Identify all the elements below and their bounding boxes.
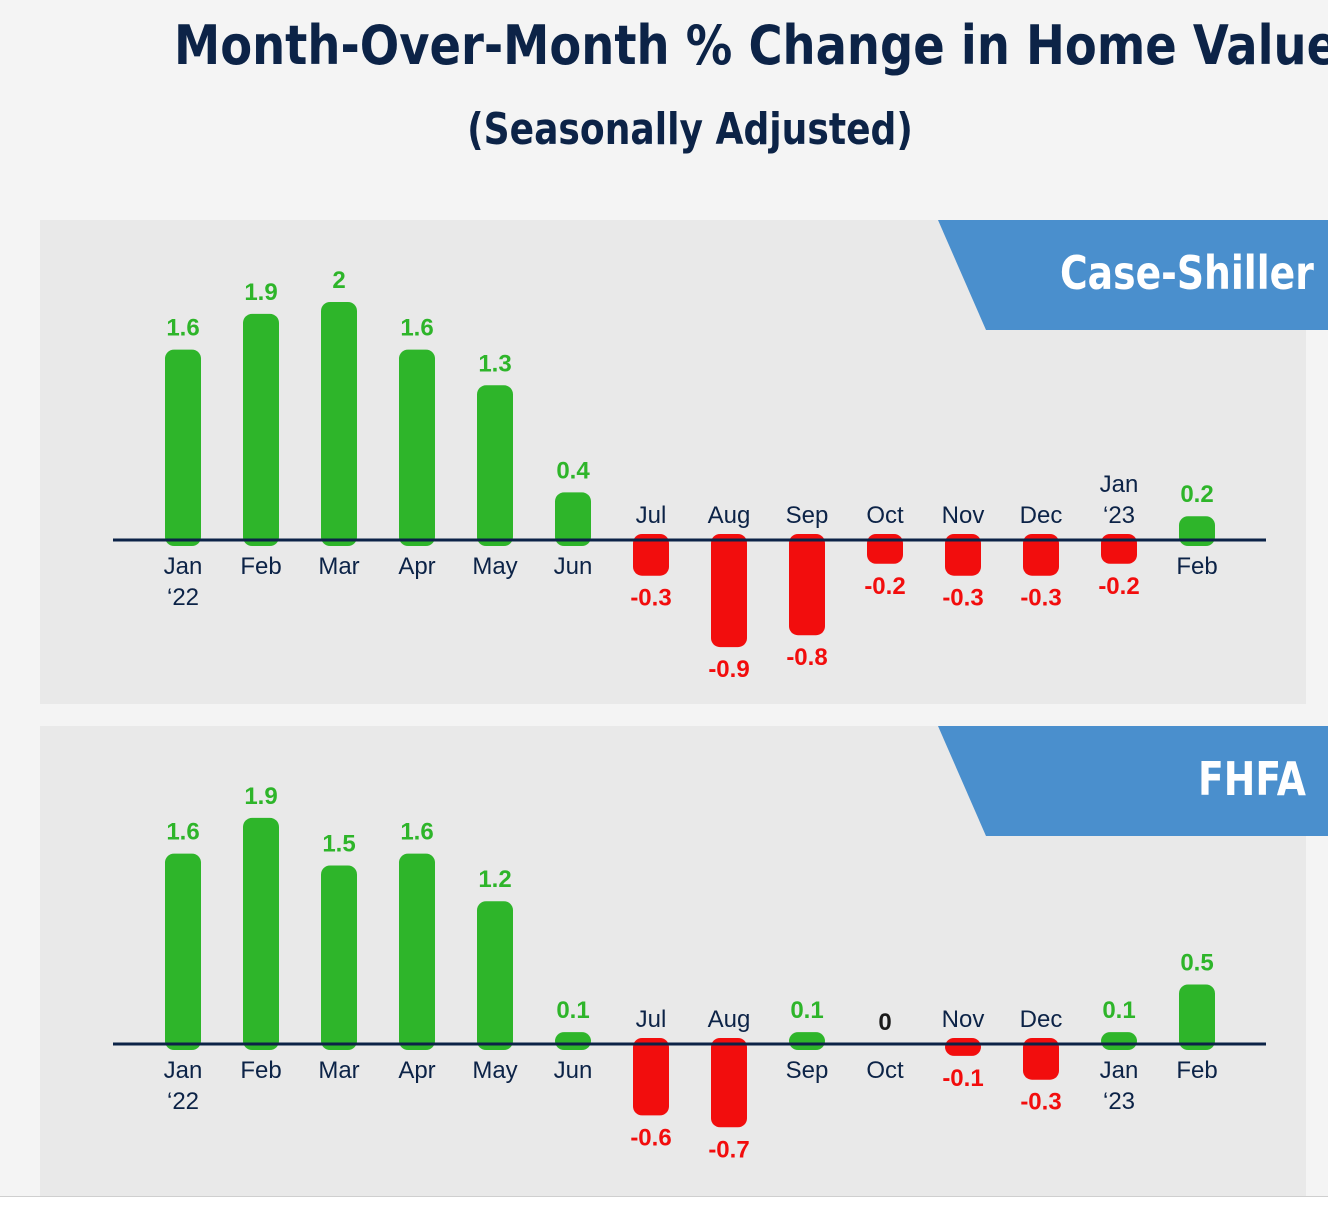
case-shiller-category-label-11: Dec xyxy=(1020,502,1063,529)
fhfa-bar-3 xyxy=(399,853,435,1050)
case-shiller-panel: 1.6 Jan ‘22 1.9 Feb 2 Mar 1.6 Apr 1.3 May 0.4 Jun -0.… xyxy=(40,220,1328,704)
fhfa-value-label-11: -0.3 xyxy=(1020,1089,1061,1116)
fhfa-value-label-10: -0.1 xyxy=(942,1065,983,1092)
fhfa-category-label-10: Nov xyxy=(942,1006,985,1033)
fhfa-value-label-1: 1.9 xyxy=(244,783,277,810)
case-shiller-category-label-2: Mar xyxy=(318,553,359,580)
case-shiller-value-label-5: 0.4 xyxy=(556,457,590,484)
case-shiller-value-label-11: -0.3 xyxy=(1020,585,1061,612)
fhfa-panel: 1.6 Jan ‘22 1.9 Feb 1.5 Mar 1.6 Apr 1.2 May 0.1 Jun -… xyxy=(40,726,1328,1196)
fhfa-value-label-7: -0.7 xyxy=(708,1136,749,1163)
fhfa-category-label-11: Dec xyxy=(1020,1006,1063,1033)
fhfa-category-label-6: Jul xyxy=(636,1006,667,1033)
fhfa-value-label-0: 1.6 xyxy=(166,819,199,846)
fhfa-category-label-1: Feb xyxy=(240,1057,281,1084)
case-shiller-bar-1 xyxy=(243,313,279,546)
case-shiller-value-label-6: -0.3 xyxy=(630,585,671,612)
case-shiller-value-label-12: -0.2 xyxy=(1098,573,1139,600)
fhfa-bar-10 xyxy=(945,1038,981,1056)
fhfa-category-label-4: May xyxy=(472,1057,517,1084)
fhfa-bar-8 xyxy=(789,1032,825,1050)
case-shiller-value-label-8: -0.8 xyxy=(786,644,827,671)
case-shiller-value-label-1: 1.9 xyxy=(244,279,277,306)
case-shiller-bar-8 xyxy=(789,534,825,636)
case-shiller-label: Case-Shiller xyxy=(1060,246,1314,300)
case-shiller-bar-4 xyxy=(477,385,513,546)
page-bottom-border xyxy=(0,1196,1328,1207)
fhfa-label: FHFA xyxy=(1198,752,1306,806)
fhfa-value-label-2: 1.5 xyxy=(322,831,355,858)
fhfa-value-label-6: -0.6 xyxy=(630,1124,671,1151)
fhfa-bar-2 xyxy=(321,865,357,1050)
case-shiller-chart: 1.6 Jan ‘22 1.9 Feb 2 Mar 1.6 Apr 1.3 May 0.4 Jun -0.… xyxy=(113,267,1266,683)
case-shiller-value-label-0: 1.6 xyxy=(166,315,199,342)
case-shiller-value-label-2: 2 xyxy=(332,267,345,294)
fhfa-bar-6 xyxy=(633,1038,669,1116)
case-shiller-value-label-9: -0.2 xyxy=(864,573,905,600)
case-shiller-category-label-1: Feb xyxy=(240,553,281,580)
case-shiller-category-label-7: Aug xyxy=(708,502,751,529)
fhfa-chart: 1.6 Jan ‘22 1.9 Feb 1.5 Mar 1.6 Apr 1.2 May 0.1 Jun -… xyxy=(113,783,1266,1163)
case-shiller-banner: Case-Shiller xyxy=(938,220,1328,330)
chart-title: Month-Over-Month % Change in Home Values xyxy=(174,14,1328,77)
fhfa-bar-13 xyxy=(1179,984,1215,1050)
fhfa-bar-4 xyxy=(477,901,513,1050)
fhfa-category-label-8: Sep xyxy=(786,1057,829,1084)
fhfa-bar-12 xyxy=(1101,1032,1137,1050)
fhfa-bar-5 xyxy=(555,1032,591,1050)
case-shiller-bar-9 xyxy=(867,534,903,564)
case-shiller-category-label-13: Feb xyxy=(1176,553,1217,580)
case-shiller-category-label-10: Nov xyxy=(942,502,985,529)
case-shiller-bar-0 xyxy=(165,349,201,546)
fhfa-category-label-3: Apr xyxy=(398,1057,435,1084)
case-shiller-category-label-8: Sep xyxy=(786,502,829,529)
case-shiller-bar-10 xyxy=(945,534,981,576)
fhfa-category-label-13: Feb xyxy=(1176,1057,1217,1084)
fhfa-category-label-9: Oct xyxy=(866,1057,904,1084)
fhfa-value-label-9: 0 xyxy=(878,1009,891,1036)
case-shiller-bar-11 xyxy=(1023,534,1059,576)
case-shiller-category-label-9: Oct xyxy=(866,502,904,529)
case-shiller-category-label-5: Jun xyxy=(554,553,593,580)
fhfa-bar-0 xyxy=(165,853,201,1050)
fhfa-category-label-2: Mar xyxy=(318,1057,359,1084)
fhfa-value-label-5: 0.1 xyxy=(556,997,589,1024)
case-shiller-bar-12 xyxy=(1101,534,1137,564)
case-shiller-category-label-12: Jan ‘23 xyxy=(1100,471,1139,529)
case-shiller-value-label-13: 0.2 xyxy=(1180,481,1213,508)
case-shiller-bar-5 xyxy=(555,492,591,546)
fhfa-bar-1 xyxy=(243,817,279,1050)
fhfa-category-label-7: Aug xyxy=(708,1006,751,1033)
case-shiller-bar-6 xyxy=(633,534,669,576)
case-shiller-value-label-7: -0.9 xyxy=(708,656,749,683)
chart-subtitle: (Seasonally Adjusted) xyxy=(467,104,913,155)
case-shiller-bar-3 xyxy=(399,349,435,546)
case-shiller-value-label-4: 1.3 xyxy=(478,350,511,377)
case-shiller-bar-13 xyxy=(1179,516,1215,546)
case-shiller-value-label-10: -0.3 xyxy=(942,585,983,612)
fhfa-value-label-8: 0.1 xyxy=(790,997,823,1024)
case-shiller-category-label-3: Apr xyxy=(398,553,435,580)
fhfa-bar-11 xyxy=(1023,1038,1059,1080)
fhfa-value-label-12: 0.1 xyxy=(1102,997,1135,1024)
fhfa-bar-7 xyxy=(711,1038,747,1128)
case-shiller-bar-7 xyxy=(711,534,747,648)
case-shiller-bar-2 xyxy=(321,302,357,546)
case-shiller-category-label-6: Jul xyxy=(636,502,667,529)
case-shiller-category-label-4: May xyxy=(472,553,517,580)
case-shiller-value-label-3: 1.6 xyxy=(400,315,433,342)
fhfa-category-label-5: Jun xyxy=(554,1057,593,1084)
fhfa-category-label-0: Jan ‘22 xyxy=(164,1057,203,1115)
fhfa-value-label-3: 1.6 xyxy=(400,819,433,846)
fhfa-value-label-13: 0.5 xyxy=(1180,950,1213,977)
fhfa-value-label-4: 1.2 xyxy=(478,866,511,893)
fhfa-category-label-12: Jan ‘23 xyxy=(1100,1057,1139,1115)
case-shiller-category-label-0: Jan ‘22 xyxy=(164,553,203,611)
fhfa-banner: FHFA xyxy=(938,726,1328,836)
